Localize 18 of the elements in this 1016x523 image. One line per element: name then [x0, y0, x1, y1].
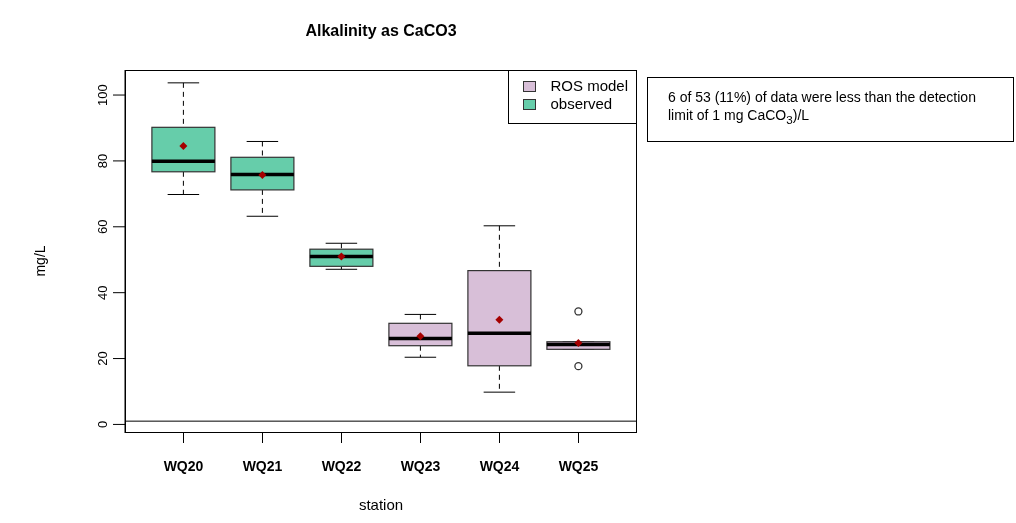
- y-tick-label: 0: [95, 420, 110, 429]
- x-tick-label: WQ24: [479, 458, 520, 474]
- x-tick-label: WQ23: [400, 458, 441, 474]
- x-axis-title: station: [357, 496, 405, 513]
- text: 6 of 53 (11%) of data were less than the detection limit of 1 mg CaCO$_{3}$)/L: [647, 77, 1014, 142]
- x-tick-label: WQ20: [163, 458, 204, 474]
- y-tick-label: 100: [95, 84, 110, 106]
- x-tick-label: WQ25: [558, 458, 599, 474]
- x-tick-label: WQ21: [242, 458, 283, 474]
- y-tick-label: 60: [95, 219, 110, 235]
- y-tick-label: 40: [95, 285, 110, 300]
- x-tick-label: WQ22: [321, 458, 362, 474]
- y-axis-title: mg/L: [32, 244, 48, 279]
- chart-title: Alkalinity as CaCO3: [304, 22, 458, 40]
- legend-label: observed: [550, 95, 613, 113]
- y-tick-label: 80: [95, 153, 110, 169]
- legend-label: ROS model: [550, 77, 628, 95]
- y-tick-label: 20: [95, 351, 110, 366]
